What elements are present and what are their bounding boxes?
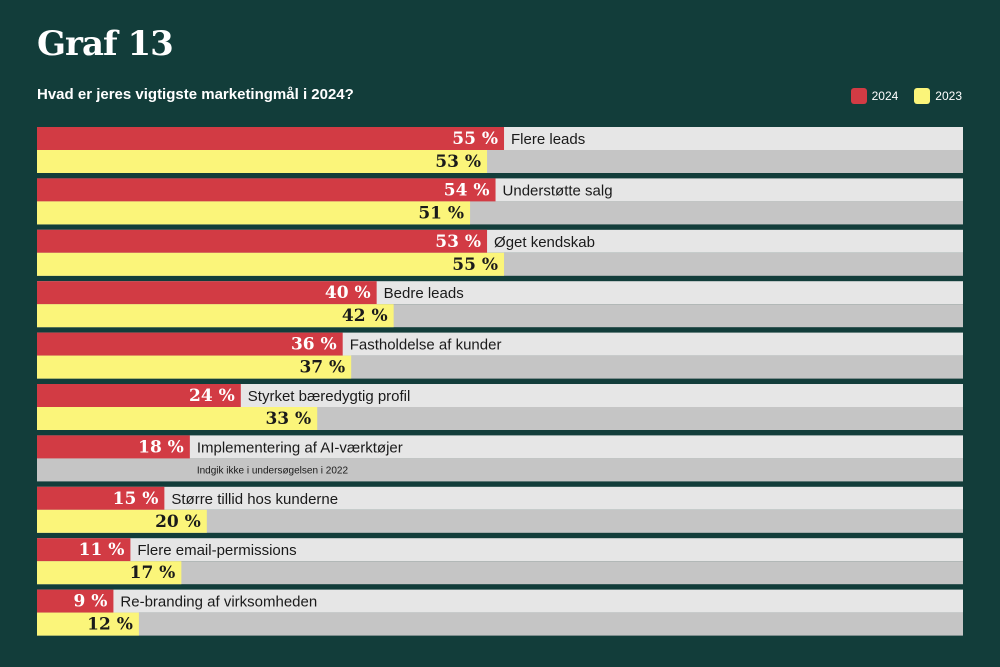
legend-item-2024: 2024 xyxy=(850,88,899,104)
bar-2023-1 xyxy=(37,201,471,225)
value-label-2023-7: 20 % xyxy=(155,512,201,532)
legend-label-2023: 2023 xyxy=(935,89,962,103)
legend: 2024 2023 xyxy=(843,88,962,104)
bar-2023-8 xyxy=(37,561,182,585)
bar-2024-4 xyxy=(37,332,343,356)
value-label-2023-0: 53 % xyxy=(435,152,481,172)
category-label-8: Flere email-permissions xyxy=(137,542,296,559)
legend-label-2024: 2024 xyxy=(871,89,899,103)
legend-swatch-2023 xyxy=(914,88,931,104)
category-label-2: Øget kendskab xyxy=(494,234,595,251)
bar-2024-7 xyxy=(37,486,165,510)
bar-2023-3 xyxy=(37,304,394,328)
bar-2023-7 xyxy=(37,509,207,533)
bar-2024-1 xyxy=(37,178,496,202)
bar-2024-6 xyxy=(37,435,190,459)
track-2024-8 xyxy=(37,538,963,562)
category-label-7: Større tillid hos kunderne xyxy=(171,491,338,508)
chart-subtitle: Hvad er jeres vigtigste marketingmål i 2… xyxy=(37,86,354,103)
bar-2023-4 xyxy=(37,355,352,379)
track-2024-9 xyxy=(37,589,963,613)
value-label-2023-2: 55 % xyxy=(452,255,498,275)
category-label-6: Implementering af AI-værktøjer xyxy=(197,439,403,456)
value-label-2023-3: 42 % xyxy=(342,306,388,326)
track-2024-7 xyxy=(37,486,963,510)
bar-2024-8 xyxy=(37,538,131,562)
value-label-2024-5: 24 % xyxy=(189,386,235,406)
bar-2023-9 xyxy=(37,612,139,636)
value-label-2023-8: 17 % xyxy=(130,563,176,583)
track-2023-8 xyxy=(37,561,963,585)
value-label-2024-6: 18 % xyxy=(138,437,184,457)
value-label-2024-1: 54 % xyxy=(444,180,490,200)
value-label-2024-4: 36 % xyxy=(291,335,337,355)
bar-2023-2 xyxy=(37,252,505,276)
value-label-2024-8: 11 % xyxy=(79,540,125,560)
category-label-1: Understøtte salg xyxy=(503,182,613,199)
track-2023-9 xyxy=(37,612,963,636)
chart-title: Graf 13 xyxy=(37,24,174,64)
bar-2024-2 xyxy=(37,229,488,253)
category-label-3: Bedre leads xyxy=(384,285,464,302)
value-label-2024-0: 55 % xyxy=(452,129,498,149)
bar-2024-0 xyxy=(37,127,505,150)
note-label-6: Indgik ikke i undersøgelsen i 2022 xyxy=(197,465,349,476)
value-label-2023-5: 33 % xyxy=(265,409,311,429)
value-label-2023-4: 37 % xyxy=(299,358,345,378)
legend-item-2023: 2023 xyxy=(914,88,962,104)
value-label-2024-2: 53 % xyxy=(435,232,481,252)
legend-swatch-2024 xyxy=(850,88,867,104)
value-label-2023-1: 51 % xyxy=(418,203,464,223)
bar-2024-9 xyxy=(37,589,114,613)
value-label-2024-7: 15 % xyxy=(113,489,159,509)
bar-2024-5 xyxy=(37,384,241,407)
track-2024-5 xyxy=(37,384,963,407)
category-label-5: Styrket bæredygtig profil xyxy=(248,388,411,405)
value-label-2024-3: 40 % xyxy=(325,283,371,303)
bar-2024-3 xyxy=(37,281,377,305)
bar-2023-0 xyxy=(37,150,488,173)
value-label-2024-9: 9 % xyxy=(74,592,108,612)
category-label-4: Fastholdelse af kunder xyxy=(350,337,502,354)
value-label-2023-9: 12 % xyxy=(87,615,133,635)
category-label-0: Flere leads xyxy=(511,131,585,148)
category-label-9: Re-branding af virksomheden xyxy=(120,594,317,611)
track-2023-6 xyxy=(37,458,963,482)
track-2023-7 xyxy=(37,509,963,533)
bar-2023-5 xyxy=(37,407,318,430)
track-2024-6 xyxy=(37,435,963,459)
